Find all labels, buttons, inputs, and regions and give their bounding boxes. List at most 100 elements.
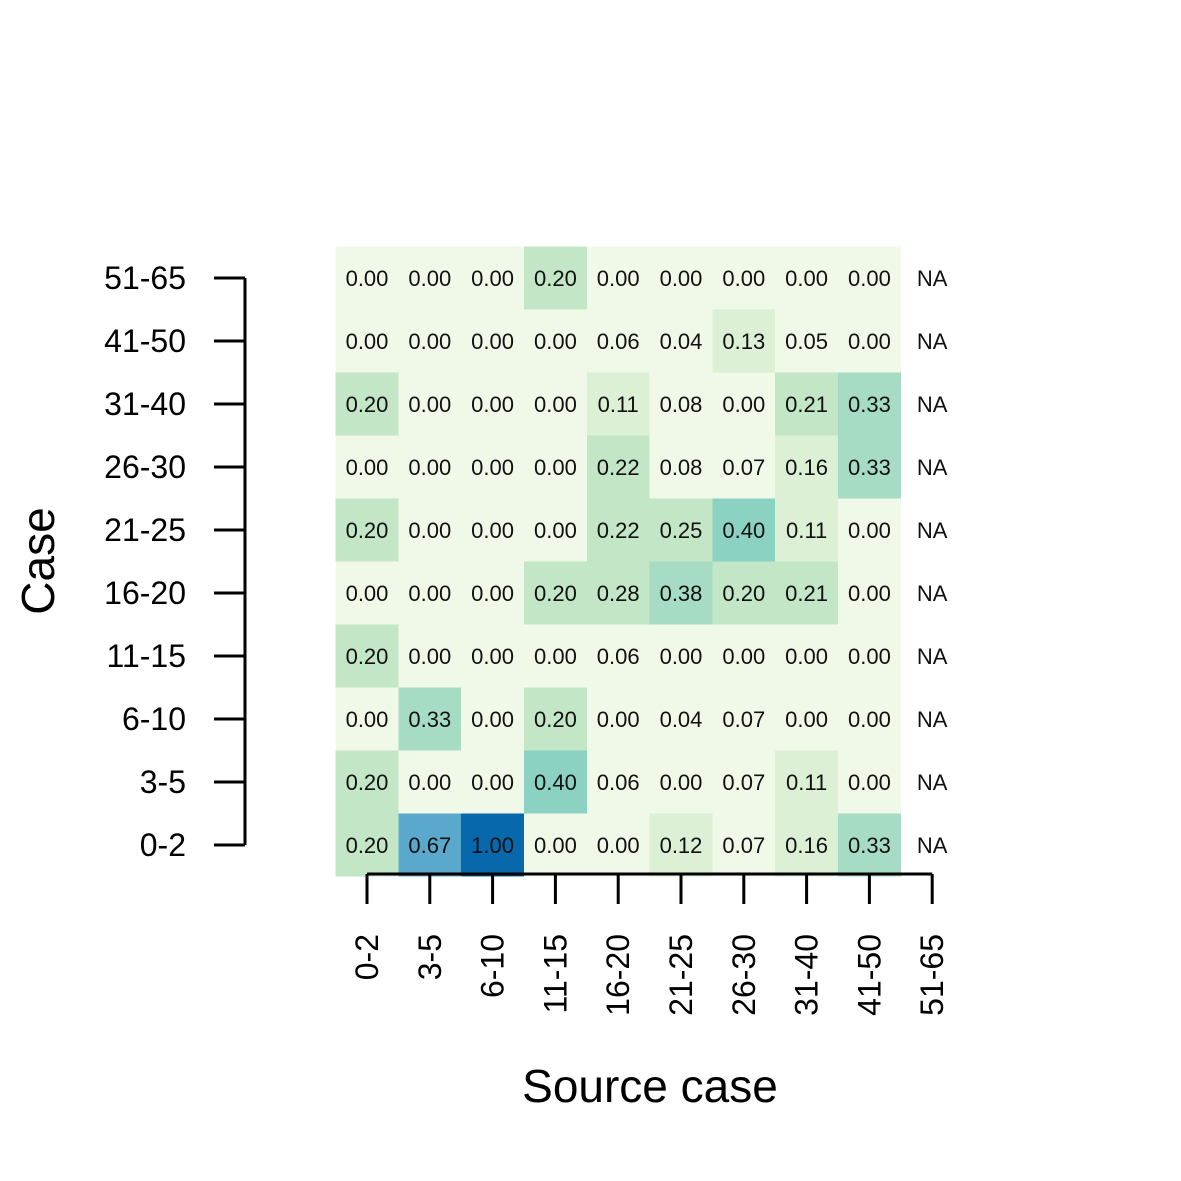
- cell-value-label: 0.00: [471, 266, 514, 291]
- cell-value-label: 0.00: [534, 518, 577, 543]
- heatmap-cell-0-2-6-10: [461, 813, 524, 877]
- heatmap-cell-0-2-41-50: [838, 813, 901, 877]
- cell-value-label: 0.20: [346, 518, 389, 543]
- cell-value-label: 0.21: [785, 392, 828, 417]
- cell-value-label: 0.08: [660, 392, 703, 417]
- x-axis: 0-2 3-5 6-10 11-15 16-20 21-25 26-30 31-40 41-50…: [349, 872, 950, 1016]
- heatmap-cell-11-15-11-15: [524, 624, 587, 688]
- cell-value-label: 0.00: [408, 329, 451, 354]
- cell-value-label: 0.00: [534, 455, 577, 480]
- cell-value-label: 0.00: [471, 518, 514, 543]
- heatmap-cell-16-20-26-30: [712, 561, 776, 625]
- cell-value-label: 0.00: [848, 581, 891, 606]
- cell-value-label: 0.00: [597, 833, 640, 858]
- cell-value-label: 0.00: [722, 266, 765, 291]
- y-tick-label: 21-25: [104, 512, 186, 548]
- heatmap-cell-11-15-31-40: [775, 624, 838, 688]
- heatmap-cell-0-2-31-40: [775, 813, 838, 877]
- cell-value-label: 0.05: [785, 329, 828, 354]
- heatmap-cell-51-65-31-40: [775, 246, 838, 310]
- heatmap-cell-31-40-26-30: [712, 372, 776, 436]
- cell-value-label: NA: [917, 833, 948, 858]
- heatmap-cell-3-5-41-50: [838, 750, 901, 814]
- heatmap-cell-26-30-6-10: [461, 435, 524, 499]
- cell-value-label: 0.00: [408, 455, 451, 480]
- cell-value-label: 0.06: [597, 644, 640, 669]
- cell-value-label: 0.20: [346, 833, 389, 858]
- y-tick-label: 3-5: [140, 764, 186, 800]
- heatmap-cell-16-20-3-5: [398, 561, 462, 625]
- heatmap-cell-51-65-3-5: [398, 246, 462, 310]
- heatmap-cell-21-25-3-5: [398, 498, 462, 562]
- cell-value-label: 0.11: [598, 392, 639, 417]
- y-tick-label: 26-30: [104, 449, 186, 485]
- heatmap-cell-51-65-41-50: [838, 246, 901, 310]
- heatmap-cell-16-20-16-20: [586, 561, 650, 625]
- heatmap-cell-0-2-11-15: [524, 813, 587, 877]
- cell-value-label: 0.00: [471, 581, 514, 606]
- cell-value-label: 0.22: [597, 518, 640, 543]
- heatmap-cell-26-30-21-25: [649, 435, 713, 499]
- heatmap-cell-41-50-11-15: [524, 309, 587, 373]
- cell-value-label: 0.20: [534, 581, 577, 606]
- heatmap-cells: [335, 246, 901, 877]
- cell-value-label: 0.00: [785, 707, 828, 732]
- cell-value-label: 0.00: [848, 329, 891, 354]
- cell-value-label: 0.00: [848, 266, 891, 291]
- heatmap-cell-21-25-41-50: [838, 498, 901, 562]
- heatmap-cell-31-40-16-20: [586, 372, 650, 436]
- heatmap-cell-21-25-26-30: [712, 498, 776, 562]
- cell-value-label: 0.00: [471, 707, 514, 732]
- heatmap-cell-0-2-16-20: [586, 813, 650, 877]
- heatmap-cell-16-20-6-10: [461, 561, 524, 625]
- heatmap-cell-31-40-31-40: [775, 372, 838, 436]
- cell-value-label: 0.07: [722, 707, 765, 732]
- heatmap-cell-16-20-41-50: [838, 561, 901, 625]
- cell-value-label: 0.04: [660, 707, 703, 732]
- cell-value-label: 0.38: [660, 581, 703, 606]
- x-tick-label: 51-65: [914, 934, 950, 1016]
- heatmap-cell-26-30-26-30: [712, 435, 776, 499]
- x-axis-title: Source case: [522, 1060, 778, 1112]
- cell-value-label: NA: [917, 518, 948, 543]
- cell-value-label: 0.20: [346, 770, 389, 795]
- heatmap-cell-26-30-3-5: [398, 435, 462, 499]
- cell-value-label: 0.00: [660, 266, 703, 291]
- cell-value-label: 0.00: [785, 644, 828, 669]
- heatmap-cell-11-15-16-20: [586, 624, 650, 688]
- heatmap-cell-3-5-16-20: [586, 750, 650, 814]
- cell-value-label: 0.06: [597, 329, 640, 354]
- y-tick-label: 41-50: [104, 323, 186, 359]
- y-tick-label: 11-15: [107, 638, 186, 674]
- heatmap-cell-16-20-31-40: [775, 561, 838, 625]
- cell-value-label: NA: [917, 455, 948, 480]
- cell-value-label: 0.07: [722, 833, 765, 858]
- y-tick-label: 31-40: [104, 386, 186, 422]
- x-tick-label: 0-2: [349, 934, 385, 980]
- cell-value-label: 0.00: [408, 266, 451, 291]
- cell-value-label: 0.28: [597, 581, 640, 606]
- cell-value-label: NA: [917, 770, 948, 795]
- cell-value-label: 0.12: [660, 833, 703, 858]
- cell-value-label: 0.13: [722, 329, 765, 354]
- cell-value-label: 0.04: [660, 329, 703, 354]
- x-tick-label: 16-20: [600, 934, 636, 1016]
- cell-value-label: 0.00: [534, 392, 577, 417]
- cell-value-label: 0.40: [534, 770, 577, 795]
- heatmap-cell-6-10-6-10: [461, 687, 524, 751]
- cell-value-label: 0.00: [471, 392, 514, 417]
- cell-value-label: 0.00: [660, 644, 703, 669]
- cell-value-label: 0.11: [786, 770, 827, 795]
- cell-value-label: NA: [917, 266, 948, 291]
- heatmap-cell-0-2-26-30: [712, 813, 776, 877]
- cell-value-label: 0.00: [534, 644, 577, 669]
- heatmap-cell-6-10-3-5: [398, 687, 462, 751]
- cell-value-label: 0.00: [408, 518, 451, 543]
- heatmap-cell-3-5-6-10: [461, 750, 524, 814]
- y-tick-label: 51-65: [104, 260, 186, 296]
- x-tick-label: 3-5: [412, 934, 448, 980]
- x-tick-label: 6-10: [475, 934, 511, 998]
- cell-value-label: 0.00: [848, 518, 891, 543]
- cell-value-label: 0.06: [597, 770, 640, 795]
- cell-value-label: 0.25: [660, 518, 703, 543]
